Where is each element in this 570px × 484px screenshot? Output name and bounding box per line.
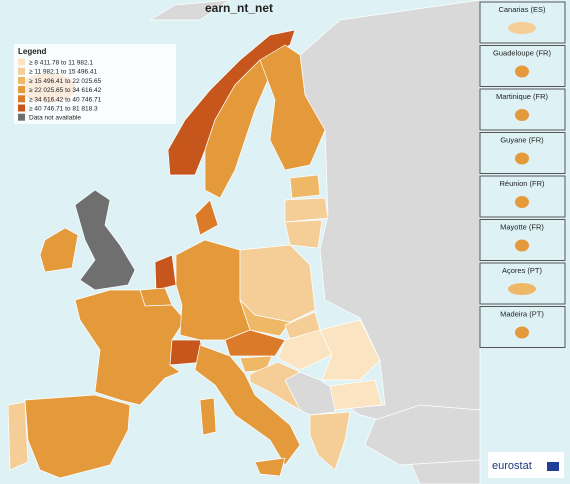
inset-shape [515,109,529,121]
insets: Canarias (ES) Guadeloupe (FR) Martinique (… [479,1,566,348]
legend-title: Legend [18,47,47,56]
legend-swatch [18,86,25,94]
croatia [249,361,301,411]
logo-text: eurostat [492,460,532,472]
eu-flag [547,462,559,471]
inset-label: Mayotte (FR) [500,223,544,232]
denmark [194,199,219,236]
norway-north-grey [148,0,231,21]
portugal [7,401,29,471]
inset-shape [515,65,529,78]
united-kingdom [74,189,136,291]
legend-swatch [18,95,25,103]
legend-label: ≥ 22 025.65 to 34 616.42 [29,87,102,94]
turkey [364,404,481,466]
inset-shape [508,283,536,295]
inset-label: Réunion (FR) [499,179,545,188]
romania [319,319,381,381]
estonia [289,174,321,199]
legend-label: ≥ 11 982.1 to 15 496.41 [29,69,98,76]
legend-label: ≥ 40 746.71 to 81 818.3 [29,106,98,113]
inset-label: Martinique (FR) [496,92,549,101]
legend-swatch [18,113,25,121]
legend-label: ≥ 8 411.78 to 11 982.1 [29,60,93,67]
inset-label: Guadeloupe (FR) [493,49,551,58]
legend-label: ≥ 15 496.41 to 22 025.65 [29,78,102,85]
czechia [239,299,291,337]
bulgaria [329,379,383,411]
finland [259,44,326,171]
sardinia [199,397,217,436]
legend-box [14,44,176,124]
hungary [277,329,333,371]
legend: Legend ≥ 8 411.78 to 11 982.1 ≥ 11 982.1 … [14,44,176,124]
ireland [39,227,79,273]
logo: eurostat [488,452,564,478]
italy [194,344,301,466]
greece [309,411,351,471]
france [74,289,186,406]
inset-shape [515,196,529,208]
legend-swatch [18,67,25,75]
legend-swatch [18,104,25,112]
sicily [254,457,286,477]
inset-label: Madeira (PT) [500,310,544,319]
legend-label: Data not available [29,115,81,122]
austria [224,329,286,357]
inset-shape [508,22,536,34]
inset-label: Açores (PT) [502,266,543,275]
latvia [284,197,329,223]
map-title: earn_nt_net [205,1,273,15]
inset-shape [515,152,529,165]
inset-shape [515,239,529,252]
germany [175,239,251,341]
legend-swatch [18,58,25,66]
inset-shape [515,326,529,339]
lithuania [284,219,323,249]
legend-swatch [18,76,25,84]
spain [24,394,131,479]
sweden [204,59,271,199]
inset-label: Guyane (FR) [500,136,544,145]
inset-label: Canarias (ES) [498,5,546,14]
legend-label: ≥ 34 616.42 to 40 746.71 [29,96,102,103]
